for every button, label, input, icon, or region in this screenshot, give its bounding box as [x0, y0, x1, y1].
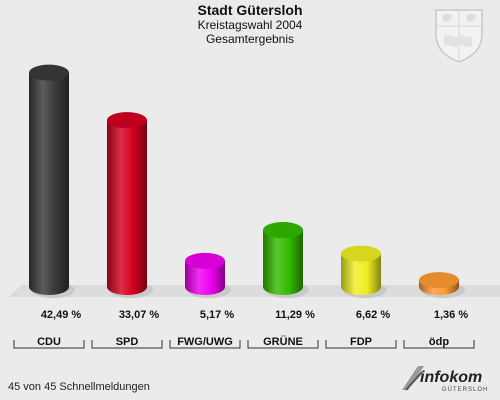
svg-text:infokom: infokom [420, 369, 482, 386]
bar-cdu [29, 64, 75, 298]
category-label-3: GRÜNE [263, 335, 303, 348]
category-bracket-4 [325, 340, 397, 349]
chart-subtitle-election: Kreistagswahl 2004 [197, 18, 303, 32]
category-label-2: FWG/UWG [177, 336, 233, 348]
value-label-4: 6,62 % [356, 309, 390, 321]
value-label-1: 33,07 % [119, 309, 160, 321]
bar-fwg-uwg [185, 252, 231, 298]
infokom-logo: infokom GÜTERSLOH [402, 366, 488, 393]
category-label-1: SPD [116, 336, 139, 348]
category-label-0: CDU [37, 336, 61, 348]
value-label-0: 42,49 % [41, 309, 82, 321]
category-bracket-5 [403, 340, 475, 349]
bar-ödp [419, 272, 465, 298]
value-label-2: 5,17 % [200, 309, 234, 321]
category-bracket-1 [91, 340, 163, 349]
svg-text:GÜTERSLOH: GÜTERSLOH [442, 386, 488, 393]
chart-subtitle-result: Gesamtergebnis [205, 32, 295, 46]
chart-title: Stadt Gütersloh [197, 2, 303, 18]
bar-fdp [341, 245, 387, 298]
value-label-3: 11,29 % [275, 309, 315, 321]
coat-of-arms-icon [435, 9, 483, 63]
category-label-5: ödp [429, 336, 449, 348]
status-text: 45 von 45 Schnellmeldungen [8, 381, 150, 393]
category-bracket-2 [169, 340, 241, 349]
category-bracket-3 [247, 340, 319, 349]
chart-header: Stadt Gütersloh Kreistagswahl 2004 Gesam… [0, 2, 500, 46]
bar-spd [107, 112, 153, 298]
value-label-5: 1,36 % [434, 309, 468, 321]
category-bracket-0 [13, 340, 85, 349]
bar-grüne [263, 222, 309, 298]
category-label-4: FDP [350, 336, 372, 348]
